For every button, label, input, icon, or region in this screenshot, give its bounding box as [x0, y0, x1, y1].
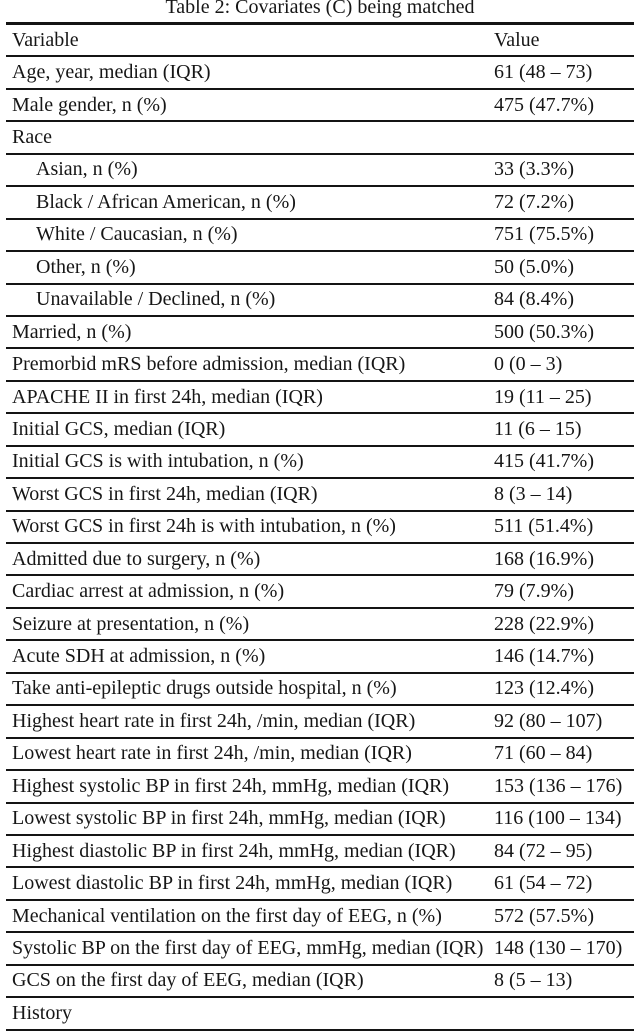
variable-cell: History: [12, 1001, 72, 1024]
value-cell: 148 (130 – 170): [494, 936, 623, 959]
value-cell: 751 (75.5%): [494, 223, 594, 246]
variable-cell: Mechanical ventilation on the first day …: [12, 904, 442, 927]
value-cell: 71 (60 – 84): [494, 742, 593, 765]
table-row: Asian, n (%) 33 (3.3%): [6, 155, 634, 188]
variable-cell: Married, n (%): [12, 320, 132, 343]
table-caption-wrap: Table 2: Covariates (C) being matched: [0, 0, 640, 22]
variable-cell: Lowest systolic BP in first 24h, mmHg, m…: [12, 807, 446, 830]
table-row: Systolic BP on the first day of EEG, mmH…: [6, 933, 634, 966]
column-header-variable: Variable: [12, 28, 79, 51]
value-cell: 0 (0 – 3): [494, 353, 563, 376]
value-cell: 511 (51.4%): [494, 515, 594, 538]
value-cell: 19 (11 – 25): [494, 385, 592, 408]
value-cell: 84 (72 – 95): [494, 839, 593, 862]
variable-cell: Take anti-epileptic drugs outside hospit…: [12, 677, 397, 700]
table-row: Mechanical ventilation on the first day …: [6, 901, 634, 934]
table-row: Highest diastolic BP in first 24h, mmHg,…: [6, 836, 634, 869]
table-row: Premorbid mRS before admission, median (…: [6, 349, 634, 382]
value-cell: 146 (14.7%): [494, 645, 594, 668]
value-cell: 61 (54 – 72): [494, 872, 593, 895]
variable-cell: Unavailable / Declined, n (%): [36, 288, 276, 311]
table-row: Worst GCS in first 24h, median (IQR) 8 (…: [6, 479, 634, 512]
variable-cell: Highest diastolic BP in first 24h, mmHg,…: [12, 839, 456, 862]
table-row: Lowest systolic BP in first 24h, mmHg, m…: [6, 804, 634, 836]
covariates-table: Variable Value Age, year, median (IQR) 6…: [6, 22, 634, 1031]
value-cell: 475 (47.7%): [494, 93, 594, 116]
table-row: Worst GCS in first 24h is with intubatio…: [6, 512, 634, 544]
table-row: Race: [6, 122, 634, 155]
table-row: Acute SDH at admission, n (%) 146 (14.7%…: [6, 641, 634, 674]
table-caption: Table 2: Covariates (C) being matched: [165, 0, 475, 18]
table-row: History: [6, 998, 634, 1031]
value-cell: 153 (136 – 176): [494, 774, 623, 797]
value-cell: 228 (22.9%): [494, 612, 594, 635]
table-row: Married, n (%) 500 (50.3%): [6, 317, 634, 350]
table-row: Other, n (%) 50 (5.0%): [6, 252, 634, 285]
variable-cell: Seizure at presentation, n (%): [12, 612, 250, 635]
table-row: Seizure at presentation, n (%) 228 (22.9…: [6, 609, 634, 642]
variable-cell: Lowest diastolic BP in first 24h, mmHg, …: [12, 872, 453, 895]
table-row: Highest systolic BP in first 24h, mmHg, …: [6, 771, 634, 804]
value-cell: 8 (5 – 13): [494, 969, 573, 992]
variable-cell: White / Caucasian, n (%): [36, 223, 238, 246]
table-row: Highest heart rate in first 24h, /min, m…: [6, 706, 634, 739]
value-cell: 500 (50.3%): [494, 320, 594, 343]
value-cell: 123 (12.4%): [494, 677, 594, 700]
variable-cell: Systolic BP on the first day of EEG, mmH…: [12, 936, 484, 959]
table-row: Unavailable / Declined, n (%) 84 (8.4%): [6, 285, 634, 317]
variable-cell: Initial GCS is with intubation, n (%): [12, 450, 304, 473]
value-cell: 415 (41.7%): [494, 450, 594, 473]
table-header-row: Variable Value: [6, 25, 634, 58]
table-row: Initial GCS, median (IQR) 11 (6 – 15): [6, 414, 634, 447]
value-cell: 11 (6 – 15): [494, 417, 582, 440]
table-row: APACHE II in first 24h, median (IQR) 19 …: [6, 382, 634, 415]
variable-cell: Race: [12, 126, 52, 149]
table-row: Age, year, median (IQR) 61 (48 – 73): [6, 57, 634, 90]
table-row: Lowest heart rate in first 24h, /min, me…: [6, 739, 634, 772]
value-cell: 33 (3.3%): [494, 158, 574, 181]
variable-cell: Highest heart rate in first 24h, /min, m…: [12, 709, 416, 732]
variable-cell: Initial GCS, median (IQR): [12, 417, 226, 440]
value-cell: 84 (8.4%): [494, 288, 574, 311]
value-cell: 61 (48 – 73): [494, 61, 593, 84]
table-row: Initial GCS is with intubation, n (%) 41…: [6, 447, 634, 480]
variable-cell: Premorbid mRS before admission, median (…: [12, 353, 406, 376]
variable-cell: Cardiac arrest at admission, n (%): [12, 580, 285, 603]
table-row: Cardiac arrest at admission, n (%) 79 (7…: [6, 576, 634, 609]
variable-cell: Acute SDH at admission, n (%): [12, 645, 266, 668]
variable-cell: Lowest heart rate in first 24h, /min, me…: [12, 742, 412, 765]
value-cell: 92 (80 – 107): [494, 709, 603, 732]
value-cell: 116 (100 – 134): [494, 807, 622, 830]
variable-cell: Black / African American, n (%): [36, 190, 296, 213]
variable-cell: Highest systolic BP in first 24h, mmHg, …: [12, 774, 450, 797]
value-cell: 572 (57.5%): [494, 904, 594, 927]
value-cell: 50 (5.0%): [494, 255, 574, 278]
table-body: Age, year, median (IQR) 61 (48 – 73) Mal…: [6, 57, 634, 1031]
column-header-value: Value: [494, 28, 540, 51]
value-cell: 79 (7.9%): [494, 580, 574, 603]
variable-cell: APACHE II in first 24h, median (IQR): [12, 385, 323, 408]
value-cell: 168 (16.9%): [494, 547, 594, 570]
variable-cell: Age, year, median (IQR): [12, 61, 211, 84]
variable-cell: Worst GCS in first 24h, median (IQR): [12, 482, 318, 505]
variable-cell: Asian, n (%): [36, 158, 138, 181]
variable-cell: Male gender, n (%): [12, 93, 167, 116]
table-row: Lowest diastolic BP in first 24h, mmHg, …: [6, 868, 634, 901]
value-cell: 72 (7.2%): [494, 190, 574, 213]
table-row: Male gender, n (%) 475 (47.7%): [6, 90, 634, 123]
variable-cell: Admitted due to surgery, n (%): [12, 547, 261, 570]
table-row: Black / African American, n (%) 72 (7.2%…: [6, 187, 634, 220]
variable-cell: Other, n (%): [36, 255, 136, 278]
variable-cell: Worst GCS in first 24h is with intubatio…: [12, 515, 396, 538]
table-row: Take anti-epileptic drugs outside hospit…: [6, 674, 634, 707]
table-row: Admitted due to surgery, n (%) 168 (16.9…: [6, 544, 634, 577]
table-row: GCS on the first day of EEG, median (IQR…: [6, 966, 634, 999]
value-cell: 8 (3 – 14): [494, 482, 573, 505]
variable-cell: GCS on the first day of EEG, median (IQR…: [12, 969, 364, 992]
table-row: White / Caucasian, n (%) 751 (75.5%): [6, 220, 634, 253]
